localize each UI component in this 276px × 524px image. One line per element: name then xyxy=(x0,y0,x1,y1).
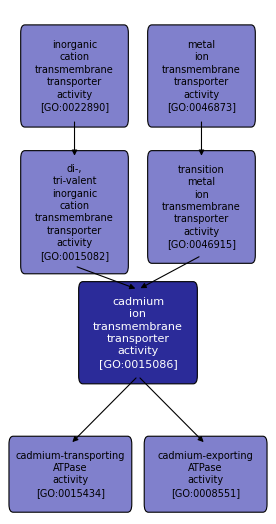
FancyBboxPatch shape xyxy=(144,436,267,512)
Text: inorganic
cation
transmembrane
transporter
activity
[GO:0022890]: inorganic cation transmembrane transport… xyxy=(35,40,114,112)
Text: cadmium-exporting
ATPase
activity
[GO:0008551]: cadmium-exporting ATPase activity [GO:00… xyxy=(158,451,253,498)
FancyBboxPatch shape xyxy=(21,151,128,274)
Text: di-,
tri-valent
inorganic
cation
transmembrane
transporter
activity
[GO:0015082]: di-, tri-valent inorganic cation transme… xyxy=(35,164,114,260)
FancyBboxPatch shape xyxy=(9,436,132,512)
Text: metal
ion
transmembrane
transporter
activity
[GO:0046873]: metal ion transmembrane transporter acti… xyxy=(162,40,241,112)
Text: cadmium
ion
transmembrane
transporter
activity
[GO:0015086]: cadmium ion transmembrane transporter ac… xyxy=(93,297,183,369)
FancyBboxPatch shape xyxy=(79,282,197,384)
FancyBboxPatch shape xyxy=(148,151,255,263)
FancyBboxPatch shape xyxy=(21,25,128,127)
Text: cadmium-transporting
ATPase
activity
[GO:0015434]: cadmium-transporting ATPase activity [GO… xyxy=(16,451,125,498)
Text: transition
metal
ion
transmembrane
transporter
activity
[GO:0046915]: transition metal ion transmembrane trans… xyxy=(162,165,241,249)
FancyBboxPatch shape xyxy=(148,25,255,127)
